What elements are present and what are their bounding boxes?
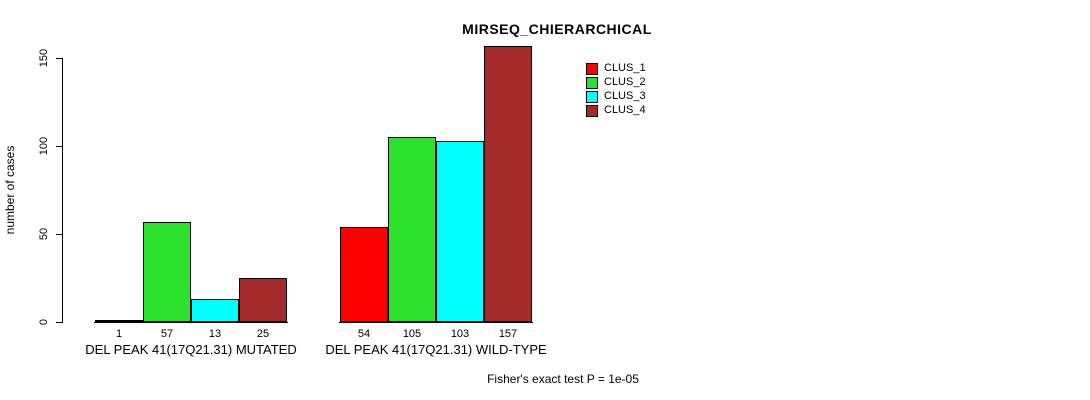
bar-clus_1-group1: [95, 320, 143, 323]
bar-clus_2-group1: [143, 221, 191, 322]
y-axis-label: number of cases: [3, 145, 17, 235]
legend-swatch-icon: [586, 104, 598, 117]
y-tick-label: 150: [38, 48, 50, 68]
y-tick: [56, 58, 62, 59]
legend: CLUS_1 CLUS_2 CLUS_3 CLUS_4: [586, 62, 646, 118]
y-tick: [56, 322, 62, 323]
bar-clus_4-group1: [239, 278, 287, 322]
bar-value-label: 157: [498, 328, 518, 340]
y-tick: [56, 234, 62, 235]
legend-item: CLUS_1: [586, 62, 646, 75]
legend-label: CLUS_1: [604, 62, 646, 74]
legend-item: CLUS_3: [586, 90, 646, 103]
legend-item: CLUS_2: [586, 76, 646, 89]
chart-title: MIRSEQ_CHIERARCHICAL: [462, 21, 652, 37]
y-tick-label: 0: [38, 318, 50, 326]
bar-value-label: 54: [357, 328, 371, 340]
legend-label: CLUS_3: [604, 90, 646, 102]
x-axis-baseline: [339, 322, 533, 323]
x-axis-baseline: [94, 322, 288, 323]
bar-clus_3-group1: [191, 299, 239, 322]
legend-item: CLUS_4: [586, 104, 646, 117]
bar-clus_1-group2: [340, 226, 388, 322]
legend-label: CLUS_4: [604, 104, 646, 116]
bar-value-label: 25: [256, 328, 270, 340]
legend-swatch-icon: [586, 62, 598, 75]
bar-value-label: 57: [160, 328, 174, 340]
bar-value-label: 105: [402, 328, 422, 340]
bar-value-label: 13: [208, 328, 222, 340]
bar-clus_4-group2: [484, 45, 532, 322]
group-label: DEL PEAK 41(17Q21.31) WILD-TYPE: [325, 342, 547, 357]
y-axis-line: [62, 58, 63, 323]
legend-swatch-icon: [586, 76, 598, 89]
group-label: DEL PEAK 41(17Q21.31) MUTATED: [85, 342, 297, 357]
y-tick-label: 100: [38, 136, 50, 156]
annotation-text: Fisher's exact test P = 1e-05: [487, 372, 639, 386]
legend-swatch-icon: [586, 90, 598, 103]
legend-label: CLUS_2: [604, 76, 646, 88]
bar-value-label: 103: [450, 328, 470, 340]
bar-clus_3-group2: [436, 140, 484, 322]
y-tick: [56, 146, 62, 147]
bar-clus_2-group2: [388, 137, 436, 322]
y-tick-label: 50: [38, 227, 50, 241]
bar-value-label: 1: [115, 328, 123, 340]
